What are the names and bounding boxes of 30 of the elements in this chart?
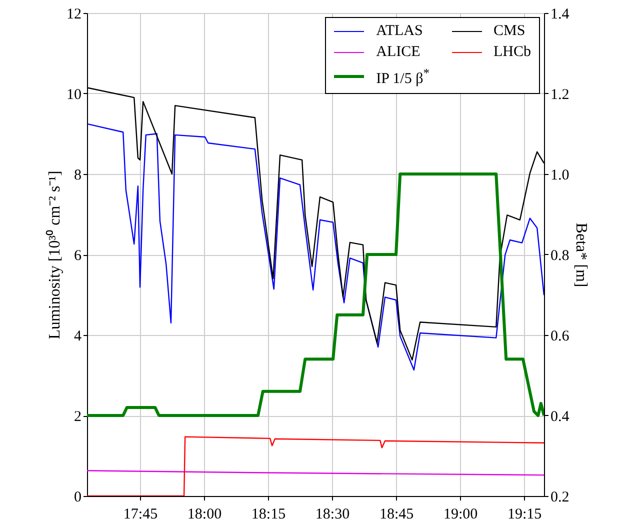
y-tick-label: 10 <box>66 87 82 103</box>
y2-tick-label: 0.2 <box>550 490 570 506</box>
legend-label: IP 1/5 β$^{*}$ <box>376 65 430 89</box>
x-tick-label: 19:15 <box>507 506 542 522</box>
legend-label: LHCb <box>494 43 531 62</box>
y-tick-label: 8 <box>74 168 82 184</box>
x-tick-label: 18:30 <box>315 506 350 522</box>
y-tick-label: 0 <box>74 490 82 506</box>
y-tick-label: 12 <box>66 6 82 22</box>
x-tick-label: 18:00 <box>187 506 222 522</box>
legend-label: ATLAS <box>376 22 423 41</box>
legend-label: CMS <box>494 22 526 41</box>
y-tick-label: 6 <box>74 248 82 264</box>
legend-label: ALICE <box>376 43 420 62</box>
x-tick-label: 18:15 <box>251 506 286 522</box>
x-tick-label: 19:00 <box>443 506 478 522</box>
y2-tick-label: 1.2 <box>550 87 570 103</box>
y2-tick-label: 0.4 <box>550 409 570 425</box>
line-series <box>87 172 544 417</box>
x-tick-label: 17:45 <box>123 506 158 522</box>
line-series <box>87 123 544 371</box>
y2-tick-label: 0.8 <box>550 248 570 264</box>
y-tick-label: 2 <box>74 409 82 425</box>
y2-tick-label: 0.6 <box>550 328 570 344</box>
y-tick-label: 4 <box>74 328 82 344</box>
y2-tick-label: 1.0 <box>550 168 570 184</box>
y2-tick-label: 1.4 <box>550 6 570 22</box>
y-axis-title: Luminosity [10³⁰ cm⁻² s⁻¹] <box>46 170 64 340</box>
y2-axis-title: Beta* [m] <box>572 222 590 288</box>
x-tick-label: 18:45 <box>379 506 414 522</box>
